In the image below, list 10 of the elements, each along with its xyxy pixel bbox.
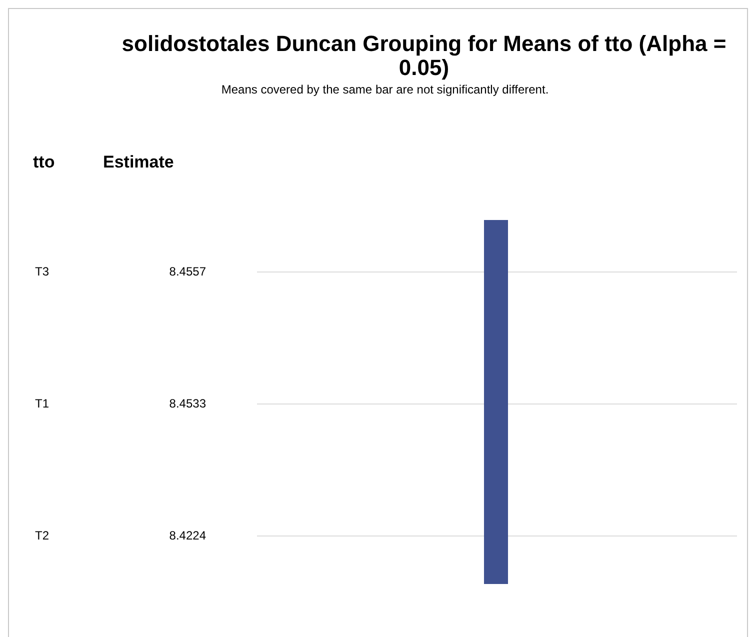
text: tto	[33, 152, 55, 172]
category-label: T1	[35, 396, 50, 410]
data-label: 8.4557	[169, 264, 206, 278]
data-label: 8.4533	[169, 396, 206, 410]
category-label: T3	[35, 264, 50, 278]
text: Estimate	[103, 152, 174, 172]
data-label: 8.4224	[169, 528, 206, 542]
category-label: T2	[35, 528, 50, 542]
text: Means covered by the same bar are not significantly different.	[221, 82, 549, 96]
text: solidostotales Duncan Grouping for Means of tto (Alpha = 0.05)	[122, 31, 726, 80]
